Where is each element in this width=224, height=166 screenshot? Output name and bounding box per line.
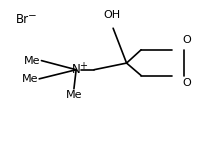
Text: N: N xyxy=(72,63,81,76)
Text: Br: Br xyxy=(16,13,29,26)
Text: Me: Me xyxy=(24,56,40,66)
Text: OH: OH xyxy=(103,10,121,20)
Text: Me: Me xyxy=(66,90,82,100)
Text: O: O xyxy=(183,35,192,45)
Text: −: − xyxy=(28,11,37,21)
Text: O: O xyxy=(183,78,192,88)
Text: +: + xyxy=(79,61,87,71)
Text: Me: Me xyxy=(22,74,38,84)
